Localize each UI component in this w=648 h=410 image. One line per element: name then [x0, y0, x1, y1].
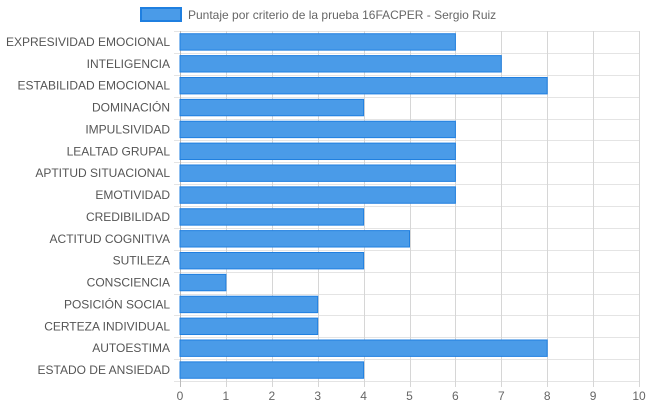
category-label: IMPULSIVIDAD	[85, 122, 170, 136]
category-label: DOMINACIÓN	[92, 100, 170, 115]
bar[interactable]	[179, 55, 502, 73]
x-tick-label: 3	[314, 389, 321, 403]
bar[interactable]	[179, 186, 456, 204]
x-tick-label: 6	[452, 389, 459, 403]
bar[interactable]	[179, 208, 365, 226]
bar[interactable]	[179, 76, 548, 95]
bars	[179, 33, 548, 379]
category-label: INTELIGENCIA	[87, 57, 170, 71]
category-label: POSICIÓN SOCIAL	[64, 296, 170, 311]
bar[interactable]	[179, 98, 365, 117]
bar[interactable]	[179, 230, 410, 248]
x-tick-label: 7	[498, 389, 505, 403]
bar[interactable]	[179, 295, 319, 314]
bar[interactable]	[179, 120, 456, 139]
x-tick-label: 0	[177, 389, 184, 403]
x-tick-label: 2	[268, 389, 275, 403]
x-tick-label: 5	[406, 389, 413, 403]
category-label: ESTABILIDAD EMOCIONAL	[18, 79, 171, 93]
bar[interactable]	[179, 33, 456, 51]
bar[interactable]	[179, 142, 456, 161]
bar[interactable]	[179, 339, 548, 357]
x-tick-label: 1	[223, 389, 230, 403]
category-label: APTITUD SITUACIONAL	[35, 166, 170, 180]
category-label: CREDIBILIDAD	[86, 210, 170, 224]
category-label: ESTADO DE ANSIEDAD	[38, 363, 171, 377]
category-label: LEALTAD GRUPAL	[67, 144, 171, 158]
category-label: EXPRESIVIDAD EMOCIONAL	[6, 35, 170, 49]
category-label: SUTILEZA	[113, 254, 170, 268]
category-labels: EXPRESIVIDAD EMOCIONAL INTELIGENCIA ESTABI…	[6, 35, 170, 377]
bar[interactable]	[179, 164, 456, 182]
x-tick-label: 8	[544, 389, 551, 403]
x-tick-label: 10	[632, 389, 646, 403]
bar[interactable]	[179, 317, 319, 336]
x-tick-label: 9	[590, 389, 597, 403]
legend-label[interactable]: Puntaje por criterio de la prueba 16FACP…	[188, 8, 496, 22]
bar[interactable]	[179, 273, 227, 292]
legend-swatch[interactable]	[140, 7, 182, 22]
bar[interactable]	[179, 361, 365, 379]
bar[interactable]	[179, 251, 365, 270]
x-tick-label: 4	[360, 389, 367, 403]
category-label: ACTITUD COGNITIVA	[50, 232, 170, 246]
category-label: CERTEZA INDIVIDUAL	[44, 319, 170, 333]
category-label: AUTOESTIMA	[92, 341, 170, 355]
category-label: EMOTIVIDAD	[95, 188, 170, 202]
legend[interactable]: Puntaje por criterio de la prueba 16FACP…	[140, 7, 496, 22]
x-tick-labels: 0 1 2 3 4 5 6 7 8 9 10	[177, 389, 646, 403]
category-label: CONSCIENCIA	[87, 276, 170, 290]
